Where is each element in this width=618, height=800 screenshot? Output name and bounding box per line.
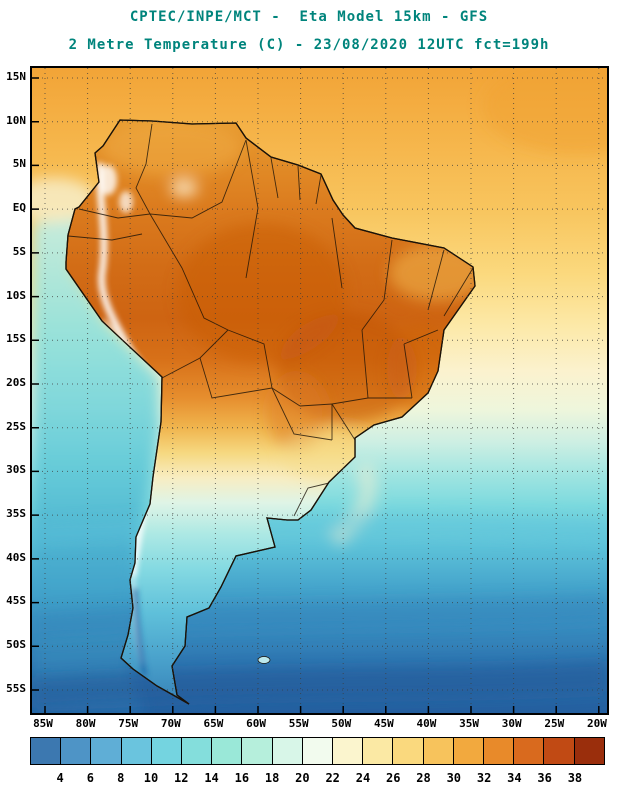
colorbar-cell [182, 738, 213, 764]
y-axis-tick-label: 10S [6, 288, 26, 302]
y-axis-tick-label: EQ [12, 201, 26, 215]
colorbar-tick-label: 26 [386, 771, 401, 785]
colorbar-cell [121, 738, 152, 764]
x-axis-labels: 85W 80W 75W 70W 65W 60W 55W 50W 45W 40W 35W 30W 25W 2… [27, 717, 613, 730]
colorbar-tick-label: 8 [117, 771, 125, 785]
y-axis-labels: 15N 10N 5N EQ 5S 10S 15S 20S 25S 30S 35S 40S 45S 50S 5… [0, 69, 26, 697]
x-axis-tick-label: 20W [586, 717, 607, 730]
colorbar-cell [484, 738, 515, 764]
x-axis-tick-label: 85W [33, 717, 53, 730]
colorbar-tick-label: 16 [234, 771, 250, 785]
y-axis-tick-label: 10N [6, 113, 26, 127]
colorbar-cell [61, 738, 92, 764]
colorbar-cell [272, 738, 303, 764]
map-plot [30, 66, 609, 715]
y-axis-tick-label: 55S [6, 681, 26, 695]
colorbar-cell [302, 738, 334, 764]
colorbar-tick-label: 24 [355, 771, 371, 785]
y-axis-tick-label: 50S [6, 638, 26, 652]
y-axis-tick-label: 20S [6, 375, 26, 389]
colorbar-tick-label: 28 [416, 771, 431, 785]
colorbar-tick-label: 36 [537, 771, 552, 785]
colorbar-cell [31, 738, 62, 764]
colorbar-cell [363, 738, 394, 764]
x-axis-tick-label: 45W [373, 717, 394, 730]
colorbar-cell [544, 738, 575, 764]
colorbar-cell [151, 738, 183, 764]
x-axis-tick-label: 75W [118, 717, 139, 730]
x-axis-tick-label: 50W [331, 717, 352, 730]
y-axis-tick-label: 45S [6, 594, 26, 608]
x-axis-tick-label: 65W [203, 717, 224, 730]
y-axis-tick-label: 15N [6, 70, 26, 83]
map-svg [32, 68, 607, 713]
x-axis-tick-label: 30W [501, 717, 522, 730]
x-axis-tick-label: 40W [416, 717, 437, 730]
coastline-outline [65, 119, 476, 705]
colorbar-cell [453, 738, 485, 764]
colorbar-cell [242, 738, 273, 764]
x-axis-tick-label: 35W [459, 717, 480, 730]
page-subtitle: 2 Metre Temperature (C) - 23/08/2020 12U… [68, 37, 550, 53]
colorbar-cell [574, 738, 604, 764]
y-axis-tick-label: 25S [6, 419, 26, 433]
y-axis-tick-label: 15S [6, 332, 26, 346]
colorbar-cell [423, 738, 454, 764]
colorbar-cell [333, 738, 364, 764]
colorbar-tick-label: 34 [507, 771, 522, 785]
colorbar-cell [514, 738, 545, 764]
y-axis-tick-label: 30S [6, 463, 26, 477]
falkland-islands [257, 656, 271, 664]
colorbar-tick-label: 30 [446, 771, 462, 785]
country-borders [67, 123, 474, 517]
x-axis-tick-label: 60W [246, 717, 266, 730]
colorbar-tick-labels: 4 6 8 10 12 14 16 18 20 22 24 26 28 30 32 34 36 38 [45, 771, 590, 785]
colorbar-cell [91, 738, 122, 764]
y-axis-tick-label: 35S [6, 507, 26, 521]
axis-ticks-bottom [44, 706, 600, 713]
colorbar-cell [212, 738, 243, 764]
colorbar-tick-label: 18 [264, 771, 280, 785]
colorbar-tick-label: 6 [86, 771, 95, 785]
colorbar-tick-label: 10 [143, 771, 159, 785]
colorbar-tick-label: 32 [476, 771, 492, 785]
colorbar-cell [393, 738, 424, 764]
x-axis-tick-label: 25W [544, 717, 565, 730]
colorbar [30, 737, 605, 765]
colorbar-tick-label: 20 [295, 771, 310, 785]
x-axis-tick-label: 70W [160, 717, 181, 730]
colorbar-tick-label: 4 [56, 771, 64, 785]
colorbar-tick-label: 12 [174, 771, 189, 785]
colorbar-tick-label: 14 [204, 771, 219, 785]
y-axis-tick-label: 40S [6, 550, 26, 564]
colorbar-tick-label: 22 [325, 771, 340, 785]
y-axis-tick-label: 5N [12, 157, 26, 171]
axis-ticks-left [32, 77, 39, 691]
y-axis-tick-label: 5S [12, 244, 26, 258]
page-title: CPTEC/INPE/MCT - Eta Model 15km - GFS [129, 9, 489, 25]
x-axis-tick-label: 55W [288, 717, 309, 730]
x-axis-tick-label: 80W [75, 717, 96, 730]
ocean-temperature-bands [32, 68, 607, 708]
colorbar-tick-label: 38 [567, 771, 583, 785]
